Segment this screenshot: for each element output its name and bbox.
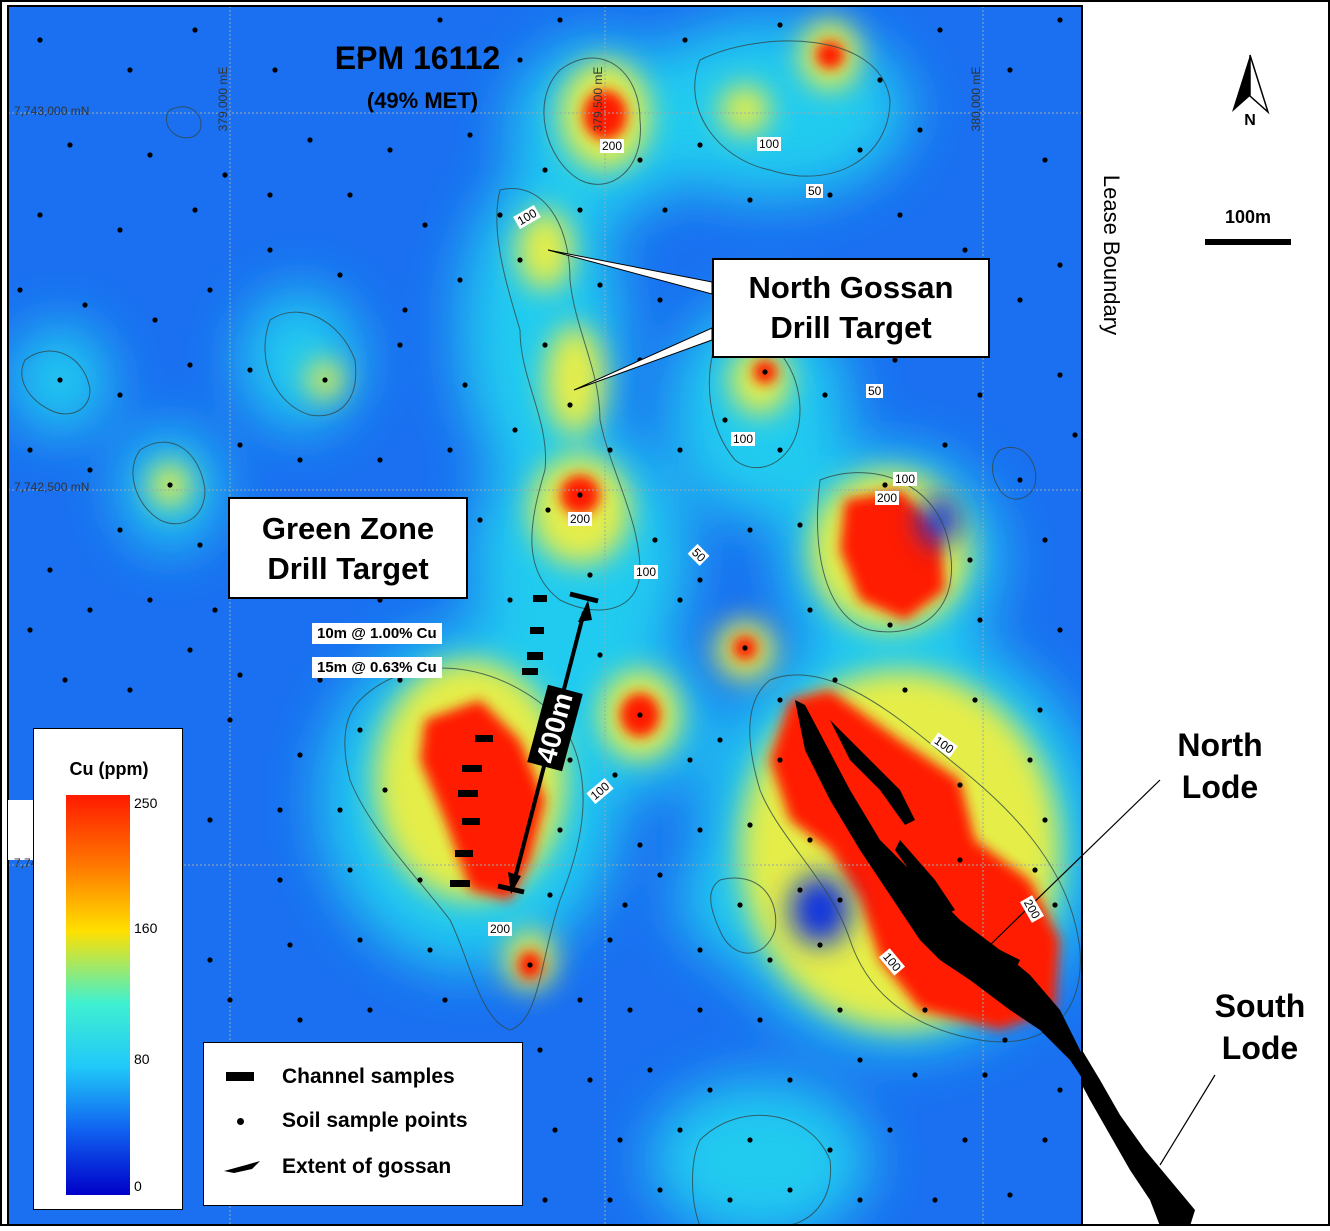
contour-label: 100 <box>757 137 782 151</box>
south-lode-line1: South <box>1214 988 1306 1024</box>
intercept-label-1: 10m @ 1.00% Cu <box>312 623 442 644</box>
legend-label: Extent of gossan <box>282 1155 452 1178</box>
legend-label: Soil sample points <box>282 1109 468 1132</box>
ownership-subtitle: (49% MET) <box>366 88 479 113</box>
contour-label: 100 <box>893 472 918 486</box>
north-gossan-line2: Drill Target <box>770 310 932 345</box>
colorbar-panel: Cu (ppm) 250 160 80 0 <box>33 728 183 1210</box>
channel-sample-icon <box>226 1072 254 1081</box>
northing-label-2: 7,742,500 mN <box>14 480 90 494</box>
lease-boundary-label: Lease Boundary <box>1099 174 1124 336</box>
north-lode-line1: North <box>1177 727 1263 763</box>
contour-label: 200 <box>488 922 513 936</box>
north-lode-label: North Lode <box>1160 724 1280 808</box>
south-lode-line2: Lode <box>1221 1030 1299 1066</box>
colorbar-tick: 160 <box>134 920 158 936</box>
northing-label-1: 7,743,000 mN <box>14 104 90 118</box>
colorbar-title: Cu (ppm) <box>69 759 149 779</box>
contour-label: 200 <box>568 512 593 526</box>
contour-label: 50 <box>806 184 824 198</box>
easting-label-1: 379,000 mE <box>216 66 230 132</box>
colorbar-tick: 0 <box>134 1178 142 1194</box>
easting-label-3: 380,000 mE <box>969 66 983 132</box>
green-zone-target-box: Green Zone Drill Target <box>228 497 468 599</box>
colorbar-tick: 250 <box>134 795 158 811</box>
symbol-legend: Channel samples Soil sample points Exten… <box>203 1042 523 1206</box>
scale-bar <box>1205 239 1291 245</box>
intercept-label-2: 15m @ 0.63% Cu <box>312 657 442 678</box>
north-label: N <box>1244 112 1256 129</box>
legend-row-channel: Channel samples <box>204 1063 524 1091</box>
contour-lines <box>21 40 1081 1227</box>
channel-samples <box>450 595 547 887</box>
green-zone-line2: Drill Target <box>267 551 429 586</box>
tenement-title: EPM 16112 <box>334 40 501 76</box>
northing-label-3: 7,742,000 mN <box>14 856 34 870</box>
soil-sample-points <box>17 17 1078 1203</box>
green-zone-line1: Green Zone <box>261 511 435 546</box>
north-lode-line2: Lode <box>1181 769 1259 805</box>
south-lode-label: South Lode <box>1200 985 1320 1069</box>
contour-label: 200 <box>600 139 625 153</box>
north-gossan-line1: North Gossan <box>748 270 954 305</box>
lease-outside-area <box>1082 6 1330 1226</box>
scale-bar-label: 100m <box>1224 207 1272 227</box>
easting-label-2: 379,500 mE <box>591 66 605 132</box>
colorbar-gradient <box>66 795 130 1195</box>
soil-point-icon <box>237 1118 244 1125</box>
legend-row-soil: Soil sample points <box>204 1107 524 1135</box>
contour-label: 50 <box>866 384 884 398</box>
legend-row-gossan: Extent of gossan <box>204 1153 524 1181</box>
contour-label: 100 <box>634 565 659 579</box>
north-gossan-target-box: North Gossan Drill Target <box>712 258 990 358</box>
legend-label: Channel samples <box>282 1065 455 1088</box>
south-lode-gossan <box>1082 1050 1195 1226</box>
north-arrow-icon <box>1232 54 1270 115</box>
gossan-icon <box>224 1161 260 1173</box>
contour-label: 100 <box>731 432 756 446</box>
contour-label: 200 <box>875 491 900 505</box>
colorbar-tick: 80 <box>134 1051 150 1067</box>
leader-lines <box>989 779 1216 1166</box>
